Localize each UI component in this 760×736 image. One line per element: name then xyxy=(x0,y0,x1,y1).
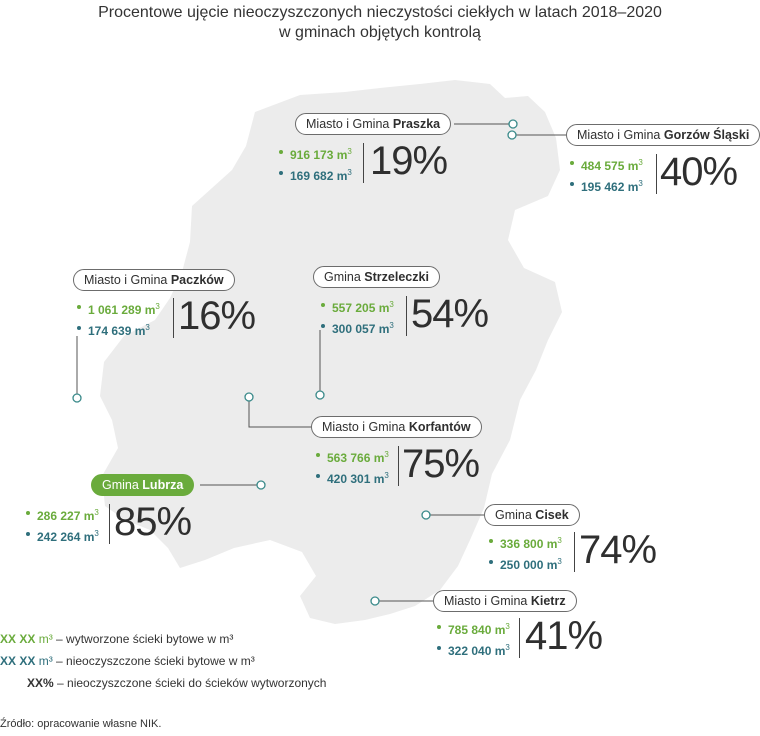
label-cisek: Gmina Cisek xyxy=(484,504,580,526)
legend-percent-text: – nieoczyszczone ścieki do ścieków wytwo… xyxy=(53,676,327,690)
unit: m xyxy=(546,558,558,572)
label-lubrza: Gmina Lubrza xyxy=(91,474,195,496)
percent-value: 40% xyxy=(660,150,738,194)
percent-value: 75% xyxy=(402,442,480,486)
untreated-value: 300 057 xyxy=(332,322,376,336)
label-prefix: Miasto i Gmina xyxy=(306,117,393,131)
produced-value: 484 575 xyxy=(581,159,625,173)
legend-produced-text: – wytworzone ścieki bytowe w m³ xyxy=(52,632,234,646)
label-name: Gorzów Śląski xyxy=(663,128,750,142)
separator xyxy=(398,446,399,486)
label-strzeleczki: Gmina Strzeleczki xyxy=(313,266,440,288)
untreated-value: 250 000 xyxy=(500,558,544,572)
label-name: Kietrz xyxy=(530,594,566,608)
chart-title: Procentowe ujęcie nieoczyszczonych niecz… xyxy=(0,3,760,43)
title-line-1: Procentowe ujęcie nieoczyszczonych niecz… xyxy=(98,4,662,21)
label-name: Korfantów xyxy=(408,420,471,434)
untreated-value: 195 462 xyxy=(581,180,625,194)
unit: m xyxy=(378,322,390,336)
label-name: Strzeleczki xyxy=(364,270,429,284)
label-name: Cisek xyxy=(535,508,569,522)
marker-lubrza xyxy=(256,480,266,490)
label-name: Lubrza xyxy=(142,478,184,492)
untreated-value: 242 264 xyxy=(37,530,81,544)
unit: m xyxy=(378,301,390,315)
legend-produced: XX XX m³ – wytworzone ścieki bytowe w m³ xyxy=(0,628,326,650)
unit: m xyxy=(144,303,156,317)
label-paczkow: Miasto i Gmina Paczków xyxy=(73,269,235,291)
percent-value: 85% xyxy=(114,500,192,544)
marker-praszka xyxy=(508,119,518,129)
label-prefix: Miasto i Gmina xyxy=(84,273,171,287)
unit: m xyxy=(627,159,639,173)
source-note: Źródło: opracowanie własne NIK. xyxy=(0,718,162,730)
separator xyxy=(109,504,110,544)
label-kietrz: Miasto i Gmina Kietrz xyxy=(433,590,577,612)
separator xyxy=(406,296,407,336)
label-prefix: Miasto i Gmina xyxy=(322,420,409,434)
label-gorzow-slaski: Miasto i Gmina Gorzów Śląski xyxy=(566,124,760,146)
separator xyxy=(656,154,657,194)
leader-korfantow xyxy=(248,397,312,428)
separator xyxy=(173,298,174,338)
marker-gorzow xyxy=(507,130,517,140)
label-prefix: Miasto i Gmina xyxy=(444,594,531,608)
legend-produced-key: XX XX xyxy=(0,632,36,646)
percent-value: 41% xyxy=(525,614,603,658)
separator xyxy=(363,143,364,183)
separator xyxy=(574,532,575,572)
legend-percent-key: XX% xyxy=(27,676,54,690)
produced-value: 557 205 xyxy=(332,301,376,315)
unit: m xyxy=(373,472,385,486)
unit: m xyxy=(494,644,506,658)
percent-value: 54% xyxy=(411,292,489,336)
untreated-value: 174 639 xyxy=(88,324,132,338)
produced-value: 336 800 xyxy=(500,537,544,551)
label-prefix: Gmina xyxy=(324,270,365,284)
legend-untreated-unit: m³ xyxy=(38,654,53,668)
legend-untreated: XX XX m³ – nieoczyszczone ścieki bytowe … xyxy=(0,650,326,672)
label-prefix: Gmina xyxy=(495,508,536,522)
percent-value: 74% xyxy=(579,528,657,572)
separator xyxy=(519,618,520,658)
untreated-value: 322 040 xyxy=(448,644,492,658)
legend: XX XX m³ – wytworzone ścieki bytowe w m³… xyxy=(0,628,326,694)
percent-value: 19% xyxy=(370,139,448,183)
marker-paczkow xyxy=(72,393,82,403)
produced-value: 916 173 xyxy=(290,148,334,162)
unit: m xyxy=(627,180,639,194)
label-name: Praszka xyxy=(392,117,441,131)
legend-percent: XX% – nieoczyszczone ścieki do ścieków w… xyxy=(0,672,326,694)
region-outline xyxy=(100,80,562,624)
produced-value: 1 061 289 xyxy=(88,303,142,317)
produced-value: 286 227 xyxy=(37,509,81,523)
unit: m xyxy=(546,537,558,551)
legend-untreated-text: – nieoczyszczone ścieki bytowe w m³ xyxy=(52,654,255,668)
label-prefix: Gmina xyxy=(102,478,143,492)
legend-untreated-key: XX XX xyxy=(0,654,36,668)
label-name: Paczków xyxy=(170,273,224,287)
unit: m xyxy=(83,509,95,523)
title-line-2: w gminach objętych kontrolą xyxy=(279,24,481,41)
unit: m xyxy=(373,451,385,465)
produced-value: 785 840 xyxy=(448,623,492,637)
untreated-value: 169 682 xyxy=(290,169,334,183)
marker-kietrz xyxy=(370,596,380,606)
marker-cisek xyxy=(421,510,431,520)
label-korfantow: Miasto i Gmina Korfantów xyxy=(311,416,482,438)
unit: m xyxy=(336,169,348,183)
untreated-value: 420 301 xyxy=(327,472,371,486)
unit: m xyxy=(494,623,506,637)
label-prefix: Miasto i Gmina xyxy=(577,128,664,142)
label-praszka: Miasto i Gmina Praszka xyxy=(295,113,452,135)
unit: m xyxy=(83,530,95,544)
percent-value: 16% xyxy=(178,294,256,338)
marker-strzeleczki xyxy=(315,390,325,400)
unit: m xyxy=(336,148,348,162)
unit: m xyxy=(134,324,146,338)
marker-korfantow xyxy=(244,392,254,402)
legend-produced-unit: m³ xyxy=(38,632,53,646)
produced-value: 563 766 xyxy=(327,451,371,465)
